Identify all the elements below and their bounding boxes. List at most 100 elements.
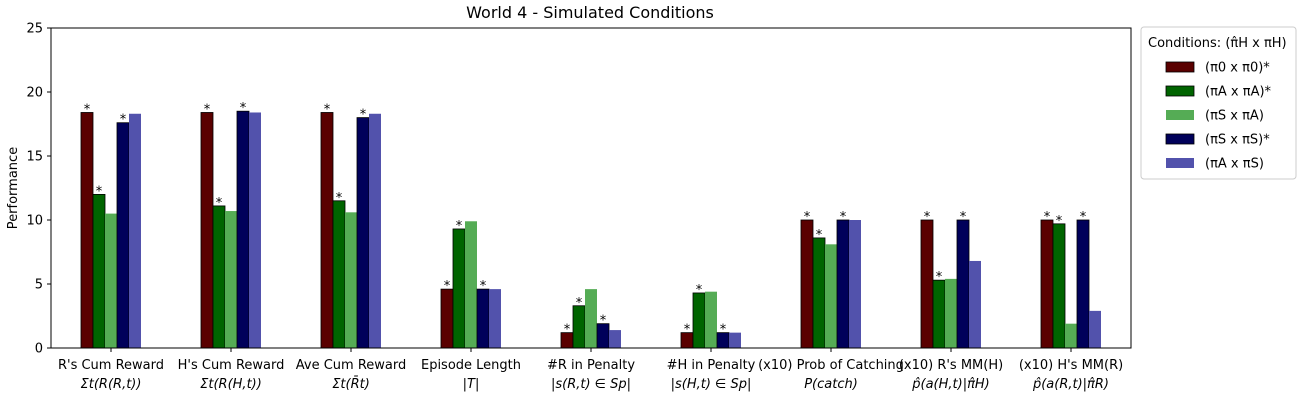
significance-star: * (480, 279, 487, 294)
x-tick-label: #R in Penalty (547, 358, 635, 373)
bar-series-0-cat-7 (920, 219, 934, 349)
legend-label: (π0 x π0)* (1205, 61, 1270, 76)
bar-series-2-cat-3 (465, 221, 477, 348)
bar-series-4-cat-2 (369, 113, 381, 348)
bar-series-2-cat-1 (225, 211, 237, 348)
x-tick-label: (x10) Prob of Catching (758, 358, 904, 373)
y-tick-label: 10 (26, 214, 43, 229)
y-tick-label: 0 (35, 342, 43, 357)
bar-series-1-cat-1 (212, 205, 226, 349)
legend-label: (πA x πS) (1205, 157, 1264, 172)
significance-star: * (444, 279, 451, 294)
significance-star: * (360, 108, 367, 123)
significance-star: * (84, 102, 91, 117)
bar-series-3-cat-7 (956, 219, 970, 349)
x-tick-formula: |s(H,t) ∈ Sp| (671, 377, 752, 392)
bar-series-4-cat-1 (249, 112, 261, 348)
x-tick-label: Episode Length (421, 358, 521, 373)
x-tick-label: (x10) H's MM(R) (1019, 358, 1123, 373)
x-tick-label: R's Cum Reward (58, 358, 164, 373)
bar-series-3-cat-6 (836, 219, 850, 349)
bar-series-3-cat-3 (476, 288, 490, 349)
bar-series-4-cat-7 (969, 260, 981, 348)
bar-series-0-cat-2 (320, 112, 334, 349)
significance-star: * (936, 270, 943, 285)
bar-series-2-cat-5 (705, 291, 717, 348)
bar-series-0-cat-6 (800, 219, 814, 349)
significance-star: * (684, 323, 691, 338)
bar-series-3-cat-1 (236, 110, 250, 349)
bar-series-2-cat-6 (825, 244, 837, 348)
significance-star: * (804, 210, 811, 225)
significance-star: * (960, 210, 967, 225)
bar-series-0-cat-3 (440, 288, 454, 349)
significance-star: * (120, 113, 127, 128)
bar-series-4-cat-5 (729, 332, 741, 348)
x-tick-formula: Σt(R(H,t)) (200, 377, 262, 392)
significance-star: * (1044, 210, 1051, 225)
bar-series-1-cat-0 (92, 193, 106, 349)
legend-label: (πS x πS)* (1205, 133, 1270, 148)
bar-series-1-cat-6 (812, 237, 826, 349)
bar-series-2-cat-2 (345, 212, 357, 348)
legend-items: (π0 x π0)* (πA x πA)* (πS x πA) (πS x πS)* (… (1165, 61, 1272, 172)
significance-star: * (840, 210, 847, 225)
legend: Conditions: (π̂H x πH) (π0 x π0)* (πA x π… (1140, 26, 1297, 180)
legend-label: (πA x πA)* (1205, 85, 1272, 100)
x-tick-formula: p̂(a(R,t)|π̂R) (1032, 377, 1109, 392)
bar-series-4-cat-6 (849, 220, 861, 348)
bar-series-2-cat-7 (945, 278, 957, 348)
chart-title: World 4 - Simulated Conditions (466, 3, 714, 22)
y-tick-label: 5 (35, 278, 43, 293)
bar-series-2-cat-4 (585, 289, 597, 348)
bar-series-1-cat-4 (572, 305, 586, 349)
bar-series-3-cat-0 (116, 122, 130, 349)
significance-star: * (1080, 210, 1087, 225)
significance-star: * (96, 184, 103, 199)
x-tick-formula: Σt(R(R,t)) (81, 377, 142, 392)
significance-star: * (564, 323, 571, 338)
bars-group (80, 110, 1101, 349)
y-tick-label: 25 (26, 22, 43, 37)
x-tick-formula: p̂(a(H,t)|π̂H) (911, 377, 990, 392)
legend-swatch (1165, 61, 1195, 73)
bar-series-2-cat-8 (1065, 323, 1077, 348)
significance-star: * (336, 191, 343, 206)
legend-swatch (1166, 110, 1194, 120)
significance-star: * (576, 296, 583, 311)
legend-swatch (1165, 85, 1195, 97)
legend-label: (πS x πA) (1205, 109, 1264, 124)
significance-star: * (924, 210, 931, 225)
x-tick-formula: P(catch) (804, 377, 858, 392)
bar-series-1-cat-5 (692, 292, 706, 349)
bar-series-1-cat-8 (1052, 223, 1066, 349)
x-tick-label: #H in Penalty (667, 358, 756, 373)
y-axis: 0 5 10 15 20 25 (26, 22, 51, 357)
bar-series-2-cat-0 (105, 213, 117, 348)
legend-swatch (1165, 133, 1195, 145)
bar-series-1-cat-7 (932, 279, 946, 349)
significance-star: * (456, 219, 463, 234)
legend-title: Conditions: (π̂H x πH) (1148, 36, 1287, 51)
significance-markers: * * * * * * * * * * * * * * * * * * * * * * * * * * * (84, 101, 1087, 337)
y-axis-label: Performance (6, 147, 21, 229)
significance-star: * (1056, 214, 1063, 229)
x-tick-label: Ave Cum Reward (296, 358, 406, 373)
bar-series-4-cat-0 (129, 113, 141, 348)
x-tick-formula: Σt(R̄t) (332, 377, 370, 392)
x-tick-formula: |T| (463, 377, 480, 392)
x-tick-formula: |s(R,t) ∈ Sp| (551, 377, 631, 392)
bar-series-1-cat-3 (452, 228, 466, 349)
significance-star: * (324, 102, 331, 117)
x-tick-label: H's Cum Reward (178, 358, 285, 373)
bar-series-4-cat-3 (489, 289, 501, 348)
significance-star: * (216, 196, 223, 211)
significance-star: * (240, 101, 247, 116)
bar-series-0-cat-0 (80, 112, 94, 349)
bar-series-0-cat-8 (1040, 219, 1054, 349)
bar-series-3-cat-2 (356, 117, 370, 349)
significance-star: * (720, 323, 727, 338)
significance-star: * (600, 314, 607, 329)
bar-series-4-cat-8 (1089, 310, 1101, 348)
